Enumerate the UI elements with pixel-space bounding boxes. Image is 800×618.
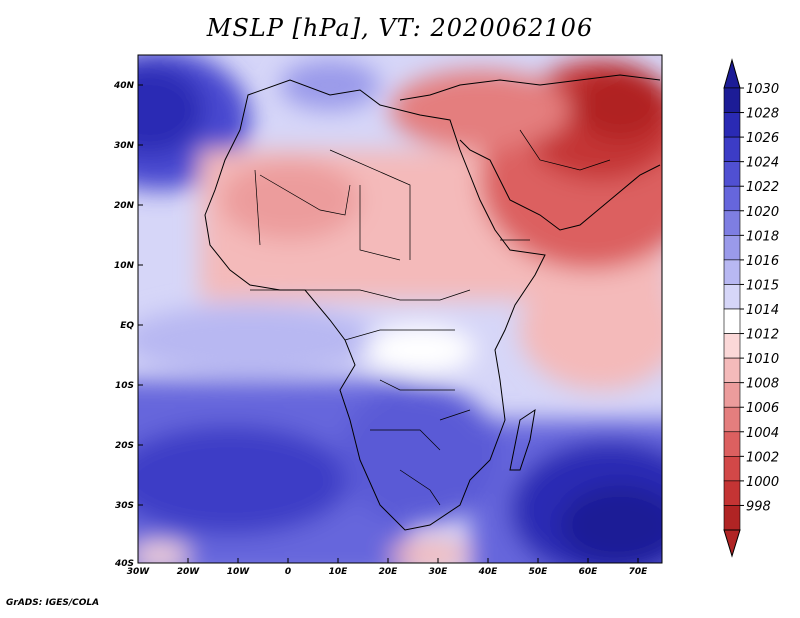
colorbar-label: 1008 bbox=[746, 377, 779, 392]
y-tick-label: 40S bbox=[114, 559, 134, 569]
plot-frame bbox=[137, 54, 663, 564]
colorbar-segment bbox=[723, 136, 741, 162]
x-tick-label: 70E bbox=[629, 567, 649, 577]
x-tick-label: 0 bbox=[285, 567, 291, 577]
grads-credit: GrADS: IGES/COLA bbox=[6, 598, 100, 608]
map-title: MSLP [hPa], VT: 2020062106 bbox=[206, 14, 594, 42]
x-tick-label: 20E bbox=[379, 567, 399, 577]
colorbar-segment bbox=[723, 456, 741, 482]
colorbar-segment bbox=[723, 112, 741, 138]
colorbar-label: 1010 bbox=[746, 352, 779, 367]
colorbar-segment bbox=[723, 431, 741, 457]
colorbar-label: 1004 bbox=[746, 426, 779, 441]
y-tick-label: EQ bbox=[120, 321, 134, 331]
x-tick-label: 60E bbox=[579, 567, 599, 577]
colorbar-label: 1006 bbox=[746, 401, 779, 416]
colorbar-segment bbox=[723, 406, 741, 433]
y-tick-label: 30N bbox=[114, 141, 135, 151]
colorbar-segment bbox=[723, 480, 741, 506]
colorbar-label: 1012 bbox=[746, 328, 779, 343]
x-tick-label: 20W bbox=[177, 567, 201, 577]
x-tick-label: 40E bbox=[478, 567, 499, 577]
colorbar-label: 1000 bbox=[746, 475, 779, 490]
colorbar-label: 998 bbox=[746, 499, 771, 514]
colorbar-segment bbox=[723, 505, 741, 531]
colorbar-segment bbox=[723, 161, 741, 187]
colorbar-segment bbox=[723, 185, 741, 212]
colorbar-label: 1022 bbox=[746, 180, 779, 195]
y-axis: 40N 30N 20N 10N EQ 10S 20S 30S 40S bbox=[113, 81, 143, 569]
y-tick-label: 20N bbox=[114, 201, 135, 211]
colorbar-label: 1024 bbox=[746, 156, 779, 171]
x-axis: 30W 20W 10W 0 10E 20E 30E 40E 50E 60E 70E bbox=[127, 558, 648, 577]
colorbar-label: 1015 bbox=[746, 278, 779, 293]
colorbar-segment bbox=[723, 333, 741, 359]
colorbar-label: 1026 bbox=[746, 131, 779, 146]
colorbar-segment bbox=[723, 259, 741, 285]
x-tick-label: 10W bbox=[227, 567, 251, 577]
colorbar-label: 1020 bbox=[746, 205, 779, 220]
y-tick-label: 40N bbox=[113, 81, 135, 91]
colorbar-label: 1030 bbox=[746, 82, 779, 97]
x-tick-label: 50E bbox=[529, 567, 549, 577]
country-borders bbox=[250, 129, 611, 506]
x-tick-label: 30E bbox=[429, 567, 449, 577]
colorbar-label: 1018 bbox=[746, 229, 779, 244]
colorbar: 1030 1028 1026 1024 1022 1020 1018 1016 1015 1014… bbox=[723, 58, 779, 558]
y-tick-label: 10N bbox=[114, 261, 135, 271]
colorbar-segment bbox=[723, 382, 741, 408]
pressure-field bbox=[138, 55, 662, 563]
y-tick-label: 10S bbox=[115, 381, 134, 391]
x-tick-label: 30W bbox=[127, 567, 151, 577]
colorbar-label: 1028 bbox=[746, 107, 779, 122]
colorbar-segment bbox=[723, 210, 741, 236]
colorbar-label: 1002 bbox=[746, 450, 779, 465]
y-tick-label: 20S bbox=[115, 441, 134, 451]
coastlines bbox=[204, 74, 661, 531]
colorbar-segment bbox=[723, 284, 741, 310]
colorbar-segment bbox=[723, 235, 741, 261]
colorbar-segment bbox=[723, 308, 741, 334]
colorbar-label: 1014 bbox=[746, 303, 779, 318]
colorbar-bottom-arrow bbox=[723, 529, 741, 558]
colorbar-segment bbox=[723, 87, 741, 113]
colorbar-label: 1016 bbox=[746, 254, 779, 269]
x-tick-label: 10E bbox=[329, 567, 349, 577]
colorbar-top-arrow bbox=[723, 58, 741, 89]
y-tick-label: 30S bbox=[115, 501, 134, 511]
colorbar-segment bbox=[723, 357, 741, 383]
